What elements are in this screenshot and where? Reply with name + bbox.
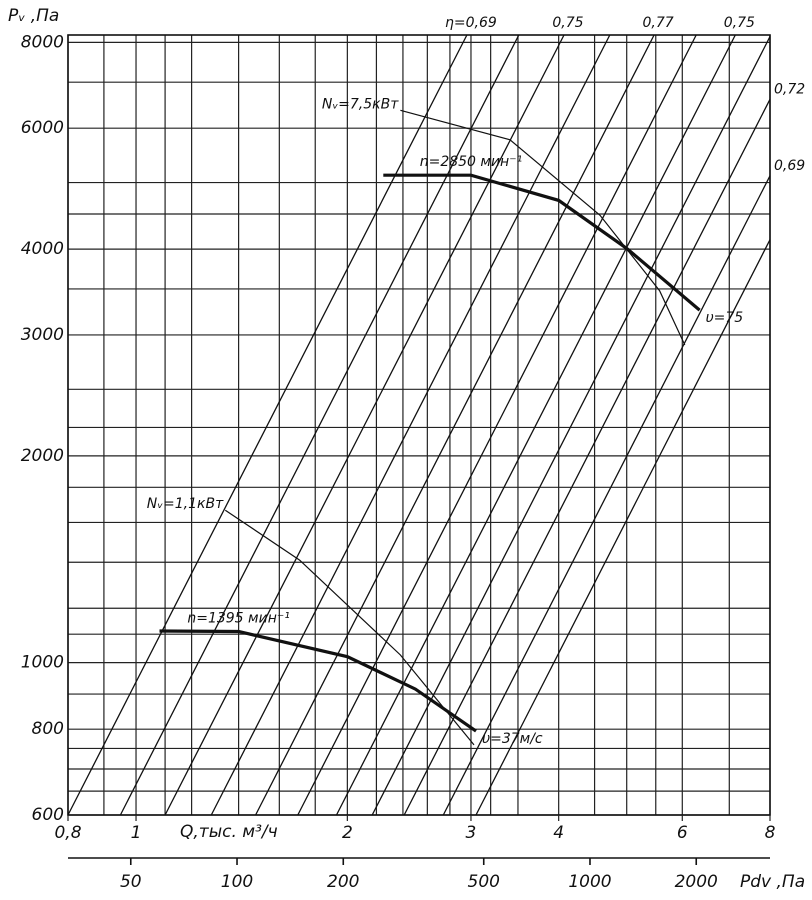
efficiency-label: η=0,69 [445, 15, 497, 31]
system-line [297, 34, 697, 816]
end-label: υ=75 [706, 310, 744, 326]
y-tick-label: 3000 [21, 325, 64, 345]
system-line [255, 34, 655, 816]
x-tick-label: 0,8 [54, 823, 81, 843]
y-tick-label: 2000 [21, 446, 64, 466]
x2-tick-label: 50 [120, 872, 142, 892]
curve [159, 629, 477, 733]
efficiency-label: 0,75 [724, 15, 755, 31]
y-tick-label: 1000 [21, 653, 64, 673]
x2-tick-label: 500 [468, 872, 500, 892]
curve [383, 173, 701, 312]
y-tick-label: 4000 [21, 239, 64, 259]
system-line [119, 34, 520, 816]
x-tick-label: 3 [466, 823, 477, 843]
curve [400, 109, 686, 346]
system-line [442, 175, 771, 816]
curve-label: Nᵥ=1,1кВт [147, 496, 224, 512]
system-line [403, 99, 771, 816]
system-line [335, 34, 736, 816]
x2-tick-label: 2000 [675, 872, 718, 892]
curve-label: n=2850 мин⁻¹ [420, 154, 523, 170]
efficiency-label: 0,69 [774, 158, 805, 174]
plot-frame [67, 34, 771, 816]
x-tick-label: 4 [553, 823, 564, 843]
y-axis-label: Pᵥ ,Па [8, 6, 59, 26]
x-tick-label: 6 [677, 823, 688, 843]
x2-tick-label: 100 [221, 872, 253, 892]
curve [224, 509, 475, 746]
y-tick-label: 6000 [21, 118, 64, 138]
x-tick-label: 1 [131, 823, 142, 843]
y-tick-label: 800 [32, 719, 64, 739]
efficiency-label: 0,77 [643, 15, 674, 31]
system-line [67, 34, 468, 816]
end-label: υ=37м/с [482, 731, 543, 747]
x2-tick-label: 1000 [568, 872, 611, 892]
x-axis-label: Q,тыс. м³/ч [180, 822, 278, 842]
x2-axis-label: Pdv ,Па [740, 872, 805, 892]
system-line [210, 34, 611, 816]
x-tick-label: 2 [342, 823, 353, 843]
x-tick-label: 8 [765, 823, 776, 843]
system-line [371, 36, 771, 816]
y-tick-label: 8000 [21, 32, 64, 52]
efficiency-label: 0,72 [774, 81, 805, 97]
curve-label: Nᵥ=7,5кВт [322, 96, 399, 112]
efficiency-label: 0,75 [552, 15, 583, 31]
x2-tick-label: 200 [327, 872, 359, 892]
y-tick-label: 600 [32, 805, 64, 825]
system-line [164, 34, 565, 816]
system-line [475, 239, 771, 816]
curve-label: n=1395 мин⁻¹ [187, 611, 290, 627]
